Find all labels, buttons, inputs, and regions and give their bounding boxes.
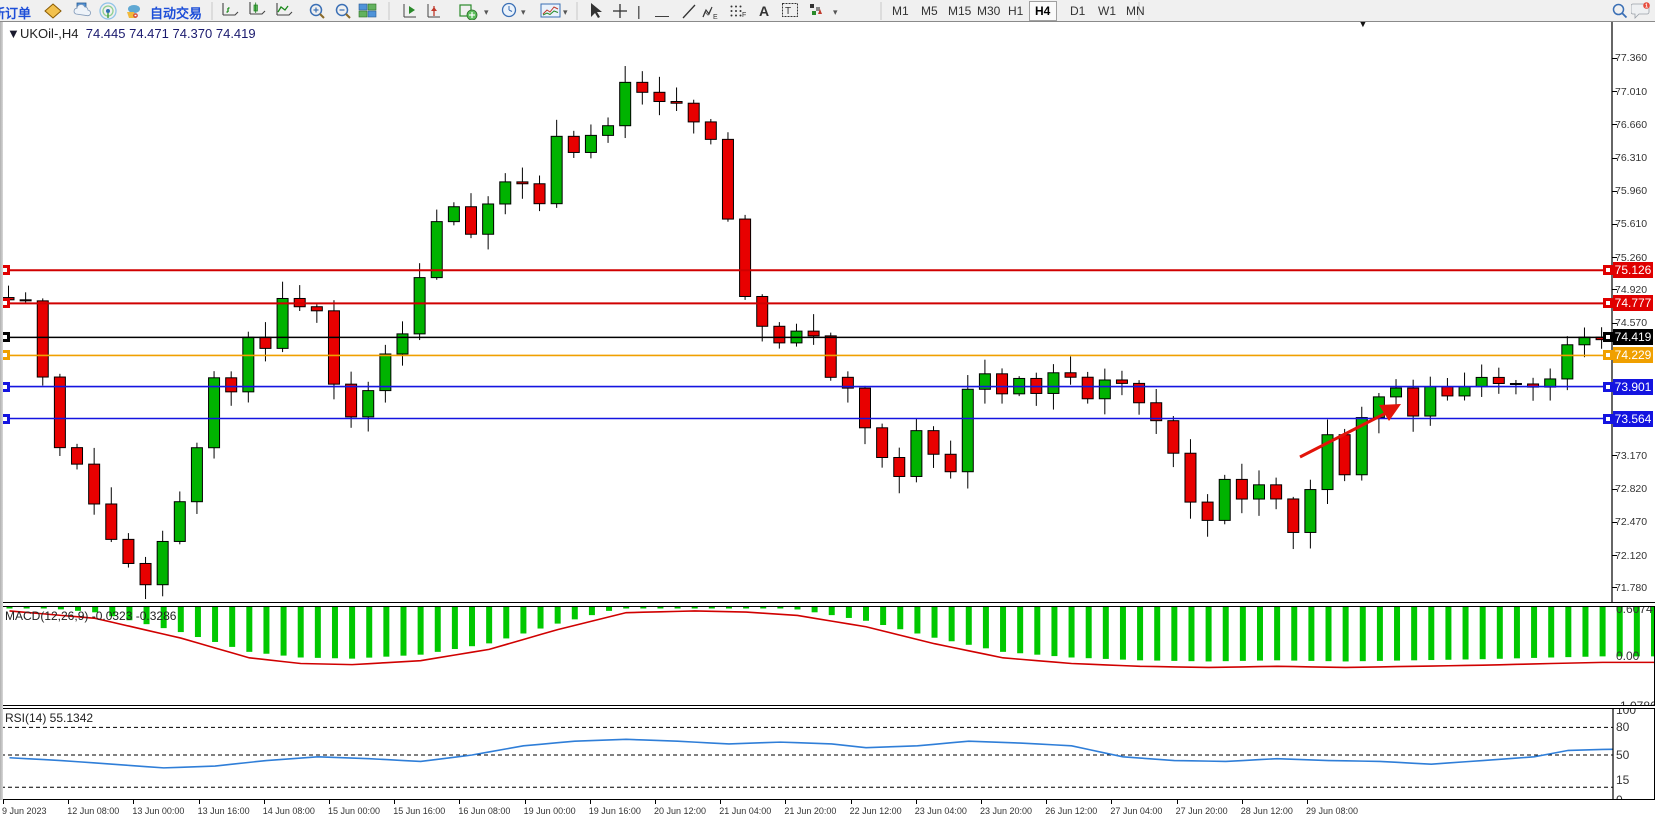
svg-text:F: F [742, 12, 746, 17]
svg-text:E: E [713, 14, 718, 20]
svg-text:1: 1 [1645, 3, 1648, 9]
svg-text:T: T [785, 6, 791, 17]
